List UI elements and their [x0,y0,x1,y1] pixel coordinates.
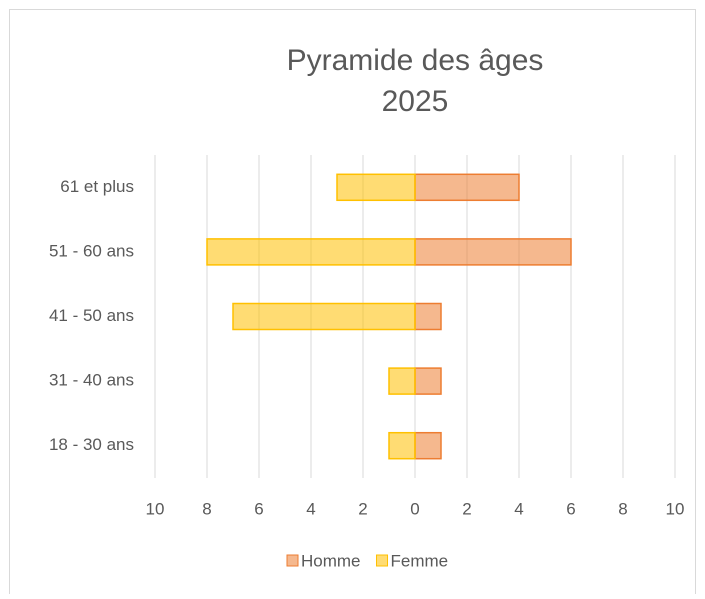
y-tick-label: 41 - 50 ans [49,306,134,325]
bar [232,302,416,331]
legend-swatch [376,554,389,567]
y-tick-label: 51 - 60 ans [49,241,134,260]
x-tick-label: 4 [306,499,315,518]
bar [388,367,416,395]
bar [206,238,416,266]
legend-label: Homme [301,551,361,570]
x-tick-label: 8 [618,499,627,518]
x-tick-label: 4 [514,499,523,518]
x-tick-label: 6 [254,499,263,518]
x-tick-label: 8 [202,499,211,518]
legend-swatch [286,554,299,567]
y-tick-label: 61 et plus [60,177,134,196]
y-tick-label: 31 - 40 ans [49,371,134,390]
chart-subtitle: 2025 [382,85,449,118]
bar [414,431,442,460]
legend-label: Femme [391,551,449,570]
y-tick-label: 18 - 30 ans [49,435,134,454]
x-tick-label: 0 [410,499,419,518]
bar [414,302,442,331]
bar [336,173,416,202]
bar [414,238,572,266]
bar [414,367,442,395]
bar [388,431,416,460]
bar [414,173,520,202]
x-tick-label: 10 [666,499,685,518]
chart-title: Pyramide des âges [287,44,544,77]
x-tick-label: 2 [358,499,367,518]
x-tick-label: 10 [146,499,165,518]
x-tick-label: 6 [566,499,575,518]
chart-frame [9,9,696,599]
x-tick-label: 2 [462,499,471,518]
